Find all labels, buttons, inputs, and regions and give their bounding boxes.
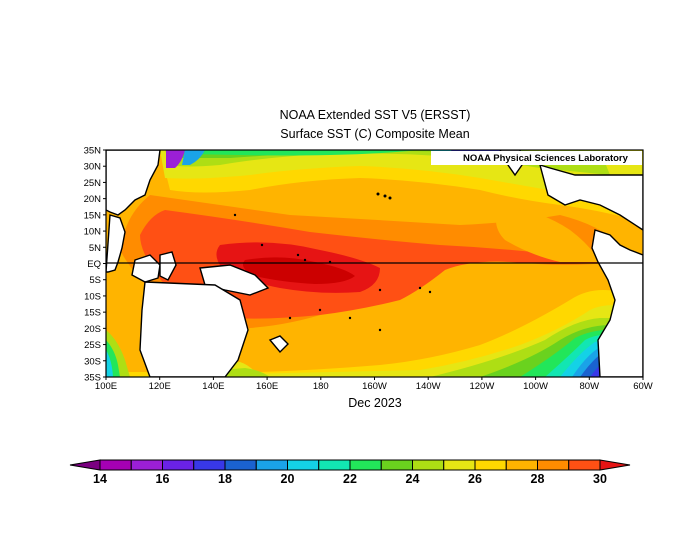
borneo <box>131 254 161 283</box>
lat-tick-label: 5S <box>89 275 101 286</box>
lon-tick-label: 80W <box>580 381 600 392</box>
colorbar-label: 20 <box>281 472 295 486</box>
colorbar-swatch <box>349 459 382 471</box>
colorbar-swatch <box>255 459 288 471</box>
credit-box <box>431 151 642 165</box>
south-america <box>591 229 643 377</box>
indochina <box>106 214 126 273</box>
sulawesi <box>159 251 177 281</box>
new-zealand <box>268 335 289 354</box>
colorbar-label: 30 <box>593 472 607 486</box>
colorbar-swatch <box>568 459 601 471</box>
colorbar-swatch <box>474 459 507 471</box>
colorbar-label: 26 <box>468 472 482 486</box>
colorbar-low-arrow <box>69 459 101 471</box>
lat-tick-label: 10S <box>84 291 101 302</box>
colorbar-label: 14 <box>93 472 107 486</box>
lat-tick-label: 25N <box>84 178 102 189</box>
colorbar-label: 24 <box>406 472 420 486</box>
lon-tick-label: 120E <box>149 381 171 392</box>
lon-tick-label: 140E <box>202 381 224 392</box>
latitude-axis: 35N 30N 25N 20N 15N 10N 5N EQ 5S 10S 15S 20S 25S 30S 3… <box>84 146 106 384</box>
lon-tick-label: 100W <box>523 381 548 392</box>
lat-tick-label: 35S <box>84 373 101 384</box>
map-subtitle: Surface SST (C) Composite Mean <box>280 127 470 141</box>
asia-mainland <box>106 150 161 216</box>
colorbar-swatch <box>505 459 538 471</box>
north-america <box>539 163 643 231</box>
lat-tick-label: 35N <box>84 146 102 157</box>
date-label: Dec 2023 <box>348 396 402 410</box>
colorbar-label: 28 <box>531 472 545 486</box>
colorbar-swatch <box>443 459 476 471</box>
lat-tick-label: 10N <box>84 227 102 238</box>
colorbar: 14 16 18 20 22 24 26 28 30 <box>69 459 631 486</box>
colorbar-swatch <box>130 459 163 471</box>
australia <box>139 281 249 377</box>
lat-tick-label: 30N <box>84 162 102 173</box>
lon-tick-label: 60W <box>633 381 653 392</box>
lon-tick-label: 160E <box>256 381 278 392</box>
colorbar-swatch <box>380 459 413 471</box>
lat-tick-label: 30S <box>84 356 101 367</box>
colorbar-swatch <box>193 459 226 471</box>
colorbar-label: 18 <box>218 472 232 486</box>
lat-tick-label: 20S <box>84 324 101 335</box>
colorbar-high-arrow <box>599 459 631 471</box>
lon-tick-label: 100E <box>95 381 117 392</box>
longitude-axis: 100E 120E 140E 160E 180 160W 140W 120W 100W 80W 60… <box>95 377 653 392</box>
colorbar-swatch <box>412 459 445 471</box>
lon-tick-label: 180 <box>313 381 329 392</box>
colorbar-label: 16 <box>156 472 170 486</box>
colorbar-swatch <box>287 459 320 471</box>
colorbar-swatch <box>318 459 351 471</box>
lon-tick-label: 140W <box>416 381 441 392</box>
lat-tick-label: 15N <box>84 210 102 221</box>
lon-tick-label: 160W <box>362 381 387 392</box>
lat-tick-label: 5N <box>89 243 101 254</box>
credit-label: NOAA Physical Sciences Laboratory <box>463 153 629 164</box>
colorbar-swatch <box>224 459 257 471</box>
colorbar-label: 22 <box>343 472 357 486</box>
lat-tick-label: 20N <box>84 194 102 205</box>
colorbar-swatch <box>162 459 195 471</box>
lat-tick-label: EQ <box>87 259 101 270</box>
colorbar-swatch <box>537 459 570 471</box>
colorbar-swatch <box>99 459 132 471</box>
map-title: NOAA Extended SST V5 (ERSST) <box>279 108 471 122</box>
lon-tick-label: 120W <box>469 381 494 392</box>
lat-tick-label: 15S <box>84 308 101 319</box>
lat-tick-label: 25S <box>84 340 101 351</box>
